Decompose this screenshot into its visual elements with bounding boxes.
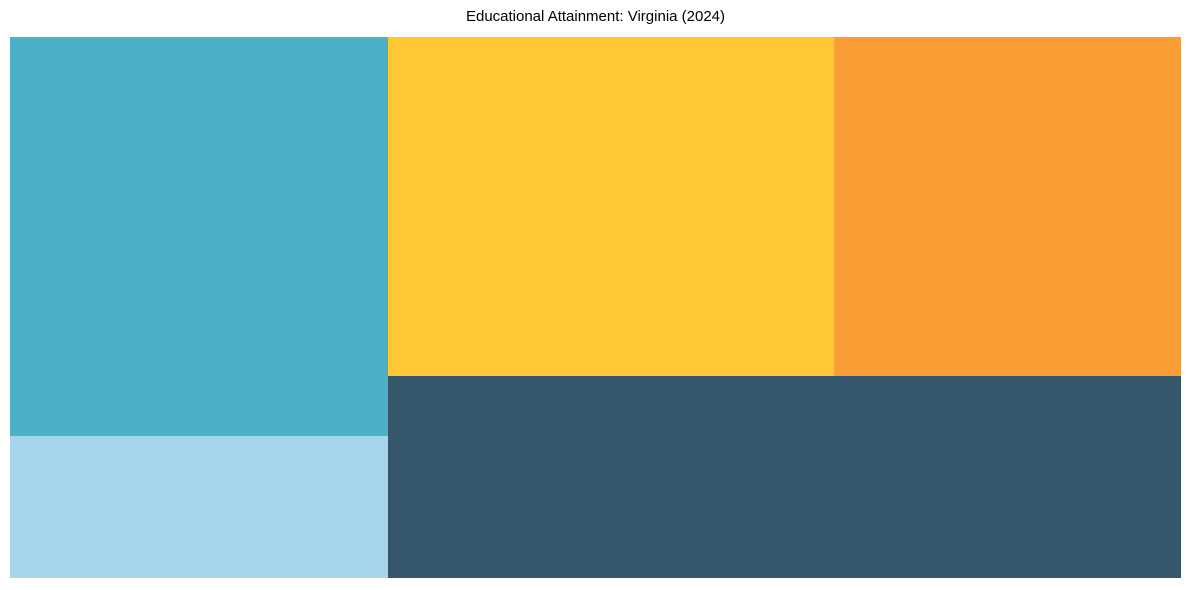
treemap-tile-orange (834, 37, 1181, 377)
treemap-tile-teal (10, 37, 388, 437)
treemap-tile-light-blue (10, 436, 388, 578)
treemap-plot-area (10, 37, 1181, 578)
chart-title: Educational Attainment: Virginia (2024) (465, 8, 726, 25)
treemap-tile-dark-slate (387, 376, 1181, 578)
treemap-tile-yellow (387, 37, 835, 377)
